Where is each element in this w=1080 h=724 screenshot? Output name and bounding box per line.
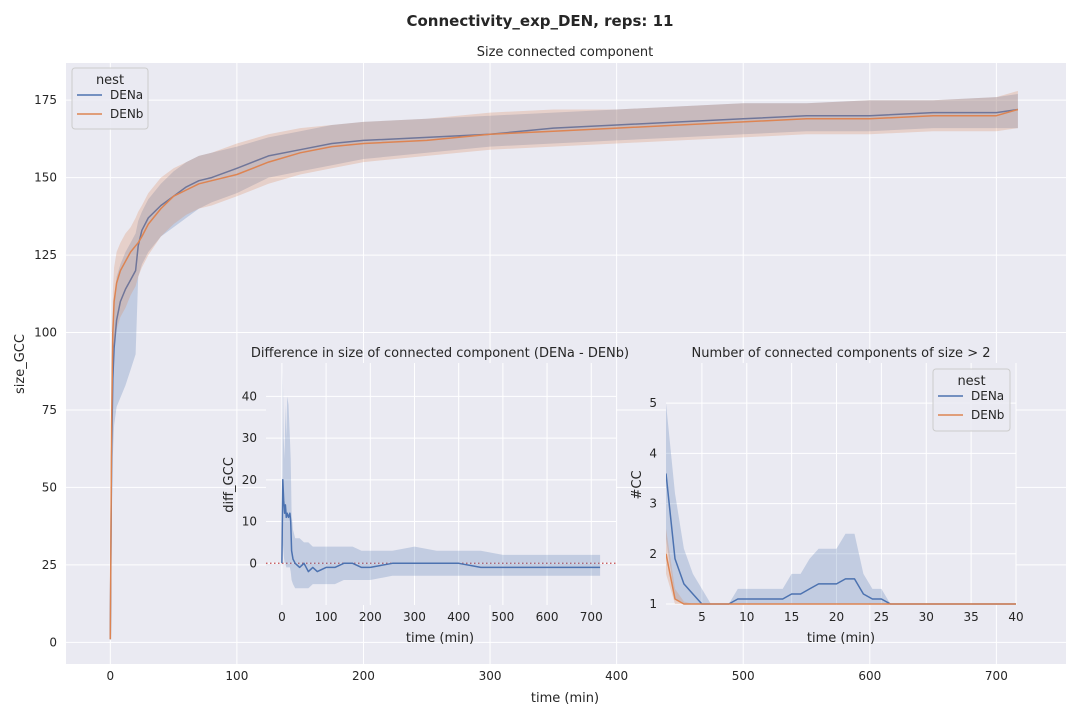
main-chart-ylabel: size_GCC xyxy=(13,334,28,394)
count-ytick-label: 2 xyxy=(649,547,657,561)
main-xtick-label: 400 xyxy=(605,669,628,683)
count-xtick-label: 10 xyxy=(739,610,754,624)
diff-chart-title: Difference in size of connected componen… xyxy=(251,346,629,361)
main-xtick-label: 500 xyxy=(732,669,755,683)
diff-ytick-label: 0 xyxy=(249,556,257,570)
diff-xtick-label: 300 xyxy=(403,610,426,624)
count-chart: Number of connected components of size >… xyxy=(630,346,1024,646)
main-xtick-label: 100 xyxy=(225,669,248,683)
diff-xtick-label: 400 xyxy=(447,610,470,624)
diff-xtick-label: 700 xyxy=(580,610,603,624)
count-ytick-label: 3 xyxy=(649,497,657,511)
count-band-DENa xyxy=(666,403,1016,604)
main-legend-entry-DENb: DENb xyxy=(110,107,143,121)
diff-chart-ylabel: diff_GCC xyxy=(222,457,237,513)
diff-ytick-label: 10 xyxy=(242,515,257,529)
main-ytick-label: 175 xyxy=(34,93,57,107)
diff-line-DENa xyxy=(281,479,601,573)
main-ytick-label: 100 xyxy=(34,326,57,340)
count-xtick-label: 15 xyxy=(784,610,799,624)
figure-suptitle: Connectivity_exp_DEN, reps: 11 xyxy=(406,12,673,30)
count-ytick-label: 1 xyxy=(649,597,657,611)
main-xtick-label: 600 xyxy=(858,669,881,683)
main-ytick-label: 0 xyxy=(49,635,57,649)
count-legend-entry-DENb: DENb xyxy=(971,408,1004,422)
diff-ytick-label: 30 xyxy=(242,431,257,445)
count-legend-entry-DENa: DENa xyxy=(971,389,1004,403)
diff-xtick-label: 200 xyxy=(359,610,382,624)
count-ytick-label: 5 xyxy=(649,396,657,410)
main-chart-title: Size connected component xyxy=(477,45,654,60)
diff-plot-area xyxy=(266,363,616,605)
count-xtick-label: 30 xyxy=(919,610,934,624)
count-xtick-label: 25 xyxy=(874,610,889,624)
main-ytick-label: 125 xyxy=(34,248,57,262)
count-xtick-label: 20 xyxy=(829,610,844,624)
main-ytick-label: 75 xyxy=(42,403,57,417)
main-legend-entry-DENa: DENa xyxy=(110,88,143,102)
count-xtick-label: 5 xyxy=(698,610,706,624)
main-line-DENb xyxy=(109,108,1019,640)
diff-data-layer xyxy=(266,371,616,589)
main-ytick-label: 25 xyxy=(42,558,57,572)
main-legend-title: nest xyxy=(96,73,124,88)
diff-xtick-label: 600 xyxy=(536,610,559,624)
count-xtick-label: 40 xyxy=(1008,610,1023,624)
diff-xtick-label: 100 xyxy=(315,610,338,624)
main-xtick-label: 200 xyxy=(352,669,375,683)
main-xtick-label: 700 xyxy=(985,669,1008,683)
main-line-DENa xyxy=(109,108,1019,640)
count-chart-xlabel: time (min) xyxy=(807,631,875,646)
count-chart-ylabel: #CC xyxy=(630,470,645,499)
count-ytick-label: 4 xyxy=(649,446,657,460)
diff-xtick-label: 500 xyxy=(491,610,514,624)
diff-band-DENa xyxy=(281,371,601,589)
main-chart-xlabel: time (min) xyxy=(531,691,599,706)
count-chart-title: Number of connected components of size >… xyxy=(692,346,991,361)
main-data-layer xyxy=(109,90,1019,640)
diff-chart-xlabel: time (min) xyxy=(406,631,474,646)
diff-ytick-label: 40 xyxy=(242,389,257,403)
diff-xtick-label: 0 xyxy=(278,610,286,624)
count-data-layer xyxy=(666,403,1016,605)
main-ytick-label: 50 xyxy=(42,480,57,494)
main-xtick-label: 300 xyxy=(479,669,502,683)
diff-chart: Difference in size of connected componen… xyxy=(222,346,629,646)
count-xtick-label: 35 xyxy=(963,610,978,624)
count-legend-title: nest xyxy=(957,374,985,389)
main-xtick-label: 0 xyxy=(106,669,114,683)
main-ytick-label: 150 xyxy=(34,171,57,185)
count-line-DENb xyxy=(666,553,1016,605)
diff-ytick-label: 20 xyxy=(242,473,257,487)
